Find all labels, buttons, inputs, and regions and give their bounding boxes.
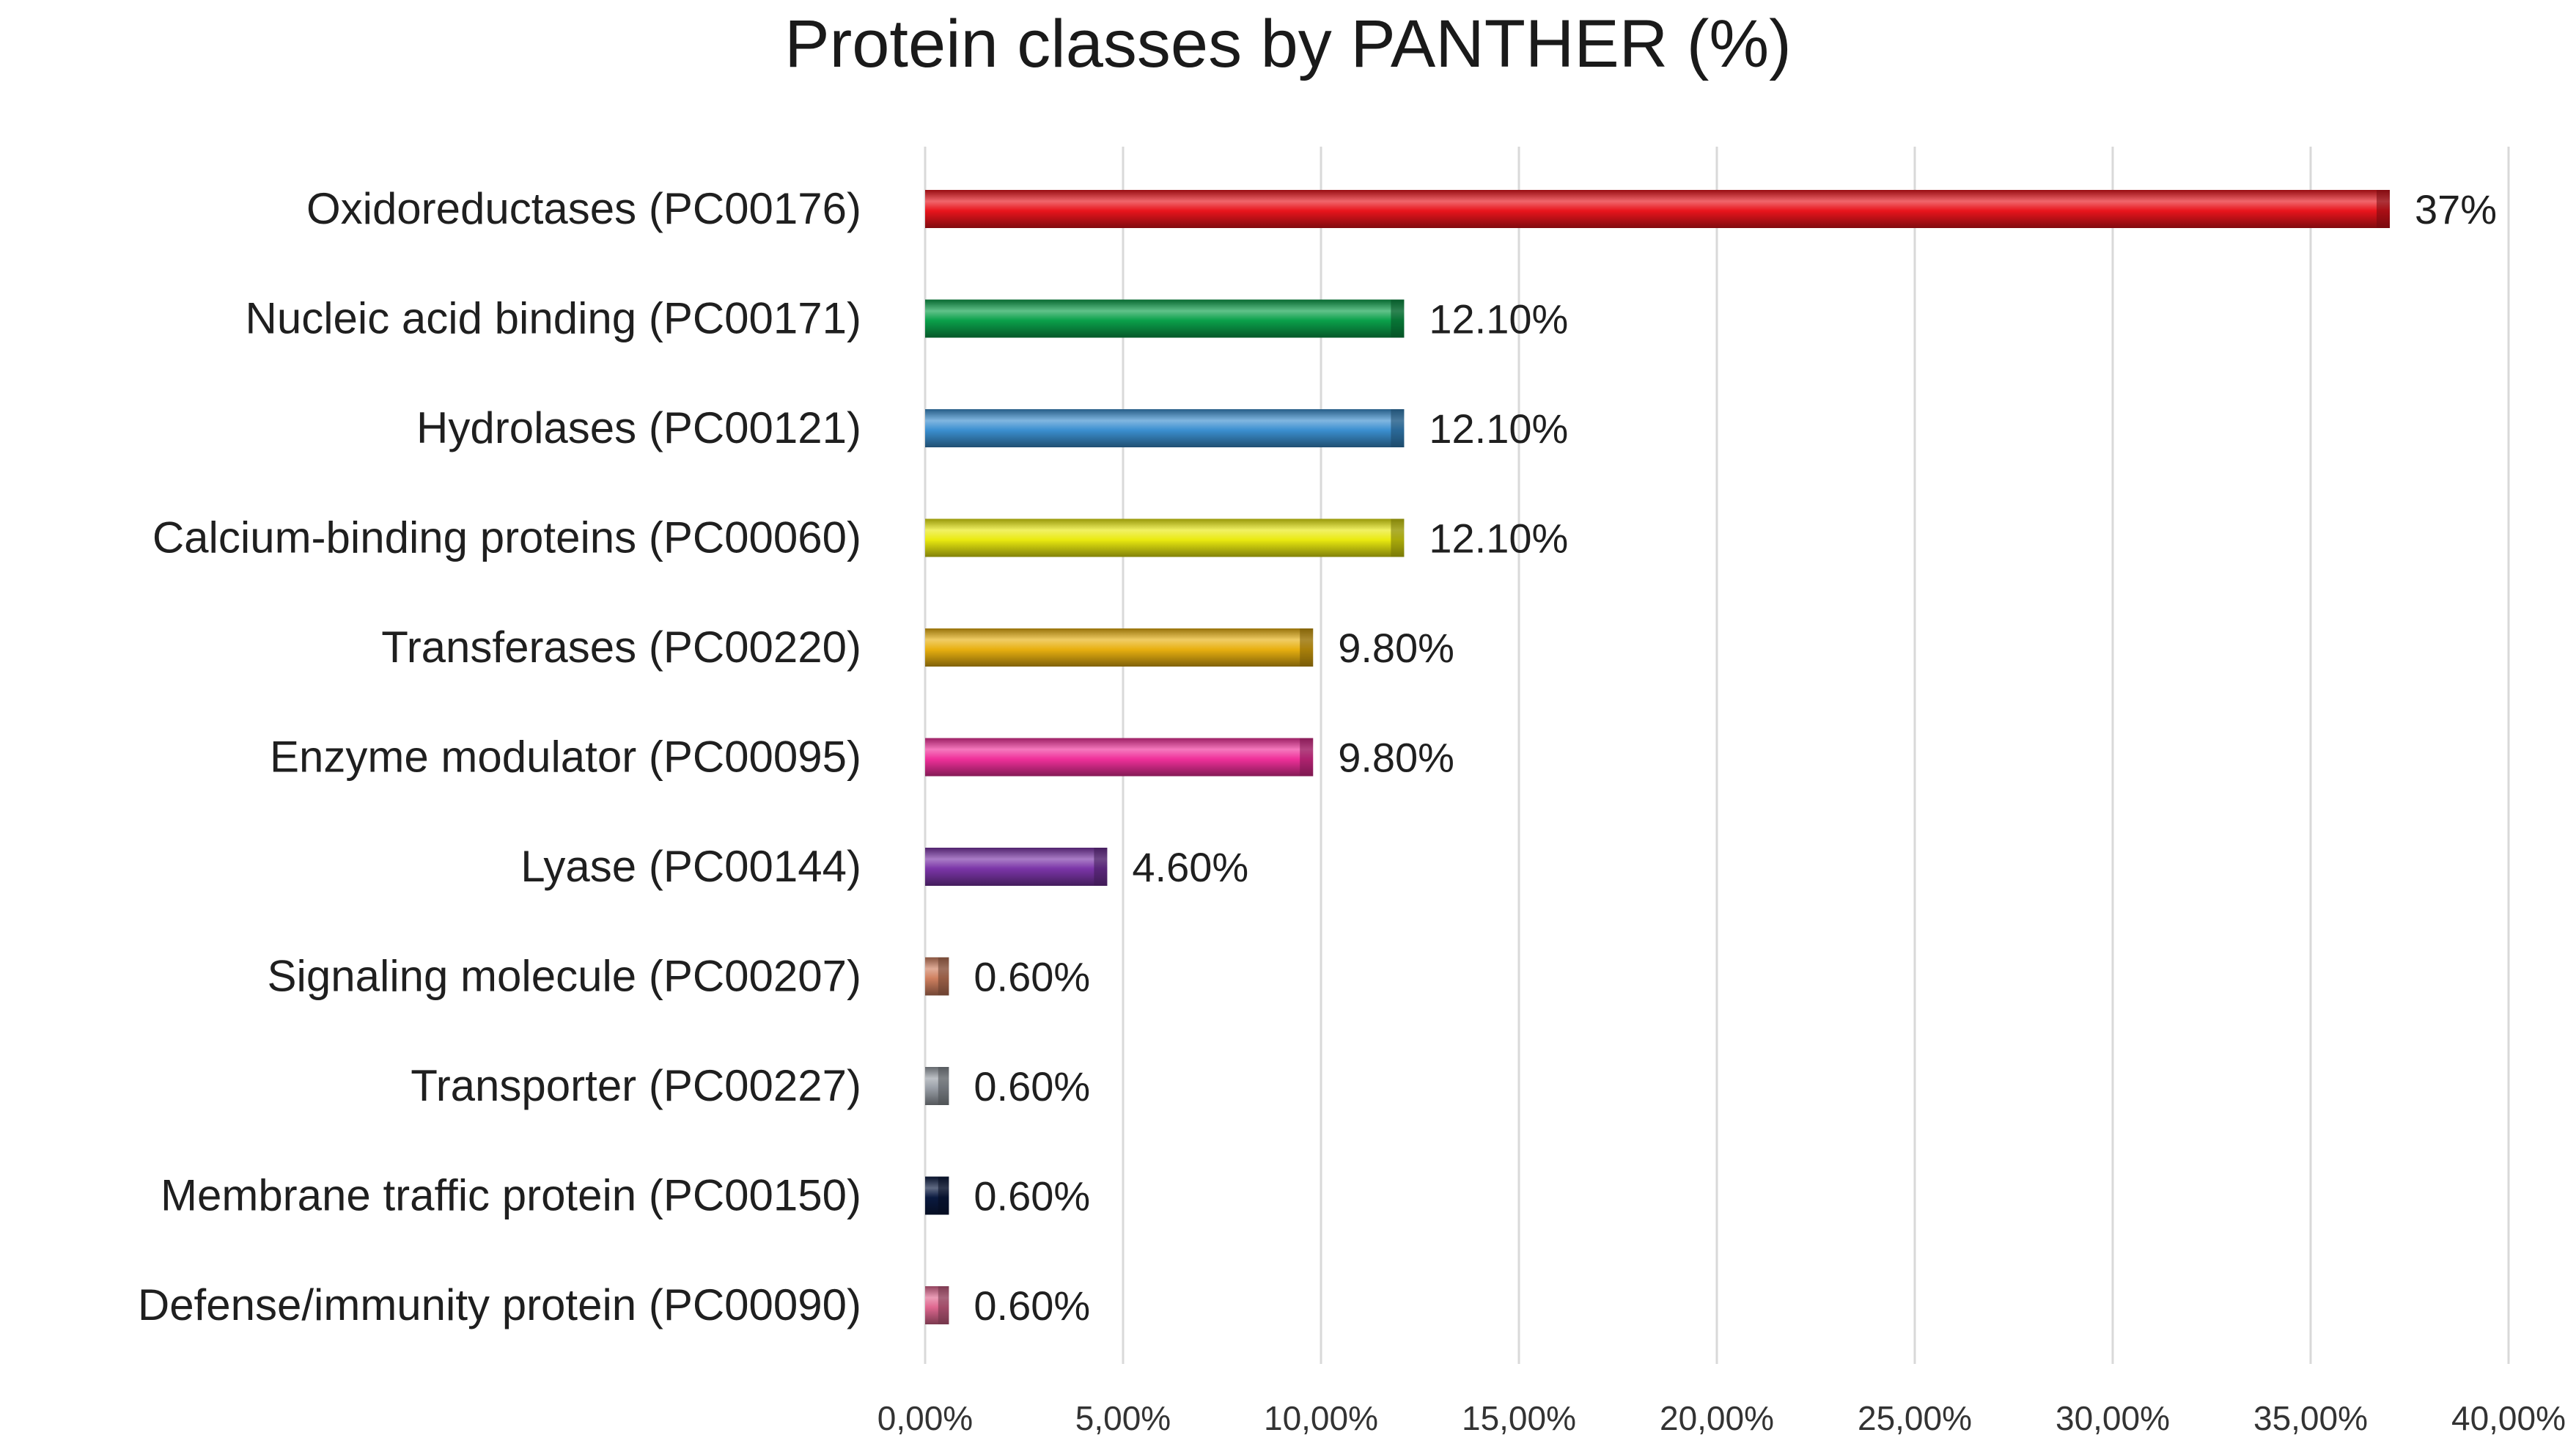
bar-end-cap	[1300, 738, 1314, 777]
data-label: 12.10%	[1429, 296, 1568, 342]
bar-end-cap	[2377, 190, 2390, 228]
data-label: 0.60%	[974, 1063, 1090, 1109]
bar	[925, 848, 1108, 886]
bar-end-cap	[938, 1176, 949, 1215]
data-label: 9.80%	[1338, 735, 1454, 781]
bar-end-cap	[1300, 628, 1314, 667]
bar	[925, 409, 1405, 447]
bars	[925, 190, 2390, 1324]
category-label: Lyase (PC00144)	[520, 842, 861, 891]
x-tick-label: 15,00%	[1462, 1399, 1576, 1437]
data-label: 12.10%	[1429, 406, 1568, 452]
category-label: Signaling molecule (PC00207)	[268, 952, 861, 1001]
x-tick-label: 0,00%	[877, 1399, 973, 1437]
bar	[925, 518, 1405, 557]
bar	[925, 299, 1405, 338]
bar-end-cap	[938, 1286, 949, 1324]
data-label: 0.60%	[974, 1173, 1090, 1219]
x-tick-label: 20,00%	[1660, 1399, 1774, 1437]
bar-end-cap	[938, 957, 949, 996]
data-label: 37%	[2415, 186, 2497, 232]
data-label: 0.60%	[974, 1283, 1090, 1329]
data-label: 0.60%	[974, 954, 1090, 1000]
bar-end-cap	[1391, 299, 1405, 338]
category-label: Nucleic acid binding (PC00171)	[246, 294, 861, 343]
category-label: Transporter (PC00227)	[411, 1061, 861, 1110]
chart-title: Protein classes by PANTHER (%)	[784, 7, 1792, 81]
x-tick-label: 25,00%	[1858, 1399, 1972, 1437]
x-tick-label: 35,00%	[2253, 1399, 2368, 1437]
x-tick-label: 10,00%	[1264, 1399, 1378, 1437]
bar-end-cap	[1391, 518, 1405, 557]
bar-end-cap	[1391, 409, 1405, 447]
bar-end-cap	[938, 1067, 949, 1105]
category-label: Enzyme modulator (PC00095)	[270, 733, 861, 782]
x-tick-label: 40,00%	[2451, 1399, 2566, 1437]
category-label: Oxidoreductases (PC00176)	[306, 184, 861, 233]
category-label: Calcium-binding proteins (PC00060)	[152, 513, 861, 562]
category-label: Transferases (PC00220)	[381, 623, 861, 672]
bar	[925, 628, 1314, 667]
bar	[925, 190, 2390, 228]
data-label: 9.80%	[1338, 625, 1454, 671]
category-label: Defense/immunity protein (PC00090)	[138, 1280, 861, 1329]
labels: Oxidoreductases (PC00176) 37% Nucleic acid…	[138, 184, 2497, 1329]
data-label: 12.10%	[1429, 516, 1568, 562]
category-label: Hydrolases (PC00121)	[416, 403, 861, 452]
bar	[925, 738, 1314, 777]
x-tick-label: 30,00%	[2056, 1399, 2170, 1437]
x-axis-ticks: 0,00% 5,00% 10,00% 15,00% 20,00% 25,00% 30,00%…	[877, 1399, 2566, 1437]
category-label: Membrane traffic protein (PC00150)	[161, 1171, 861, 1220]
bar-end-cap	[1094, 848, 1108, 886]
x-tick-label: 5,00%	[1075, 1399, 1171, 1437]
data-label: 4.60%	[1132, 844, 1248, 890]
